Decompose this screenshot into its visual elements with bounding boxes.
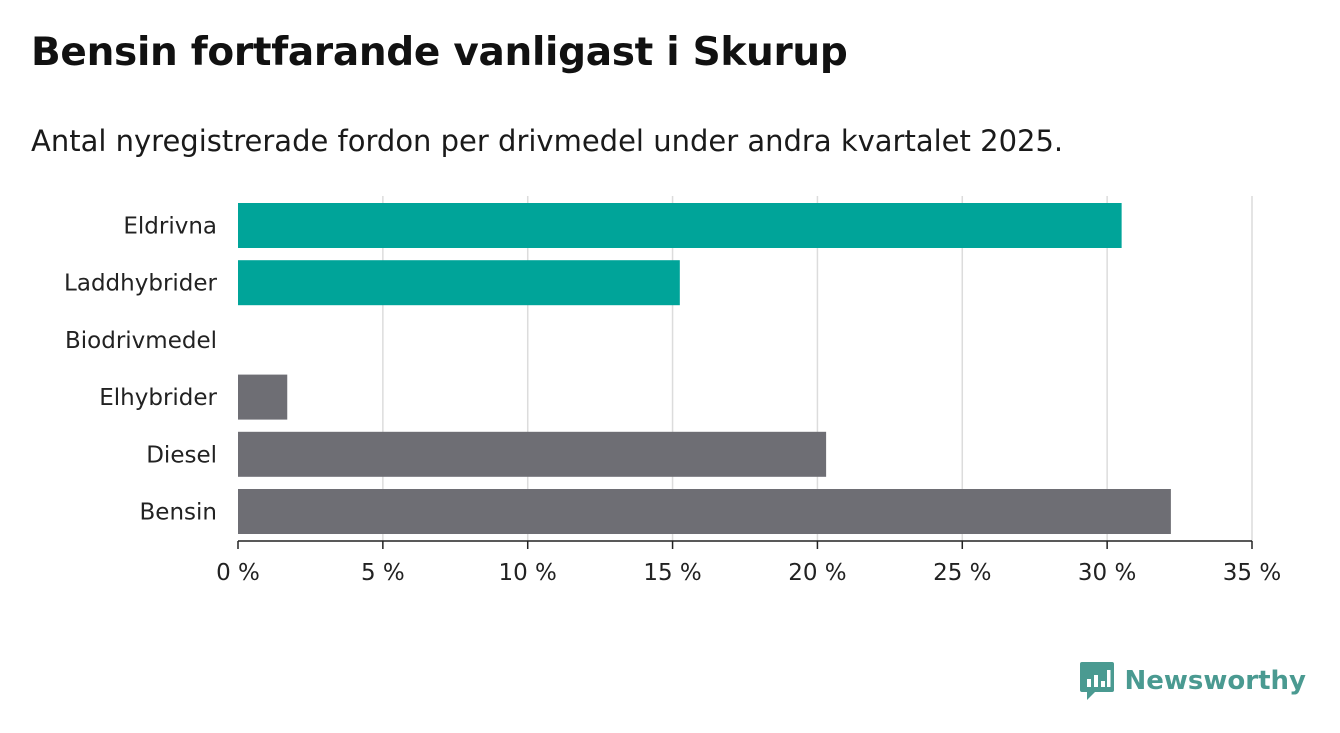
tick-labels: 0 % 5 % 10 % 15 % 20 % 25 % 30 % 35 % <box>216 560 1281 586</box>
x-tick-label: 20 % <box>788 560 846 586</box>
bar-bensin <box>238 489 1171 534</box>
x-axis <box>237 540 1253 549</box>
bar-elhybrider <box>238 374 288 420</box>
category-labels: Eldrivna Laddhybrider Biodrivmedel Elhybrid… <box>64 214 217 526</box>
x-tick-label: 35 % <box>1223 560 1281 586</box>
brand-name: Newsworthy <box>1124 666 1306 696</box>
bar-laddhybrider <box>238 260 680 306</box>
category-label: Laddhybrider <box>64 271 217 297</box>
chart-title: Bensin fortfarande vanligast i Skurup <box>31 30 848 75</box>
category-label: Eldrivna <box>123 214 217 240</box>
x-tick-label: 30 % <box>1078 560 1136 586</box>
bar-diesel <box>238 431 827 477</box>
category-label: Diesel <box>146 442 217 468</box>
x-tick-label: 5 % <box>361 560 405 586</box>
brand-logo: Newsworthy <box>1079 661 1306 701</box>
category-label: Bensin <box>140 500 217 526</box>
chart-subtitle: Antal nyregistrerade fordon per drivmede… <box>31 124 1064 158</box>
bar-eldrivna <box>238 203 1122 248</box>
x-tick-label: 25 % <box>933 560 991 586</box>
x-tick-label: 15 % <box>643 560 701 586</box>
category-label: Elhybrider <box>99 385 217 411</box>
x-tick-label: 0 % <box>216 560 260 586</box>
category-label: Biodrivmedel <box>65 328 217 354</box>
bars <box>238 203 1171 534</box>
newsworthy-logo-icon <box>1079 662 1114 700</box>
gridlines <box>382 196 1253 541</box>
x-tick-label: 10 % <box>498 560 556 586</box>
